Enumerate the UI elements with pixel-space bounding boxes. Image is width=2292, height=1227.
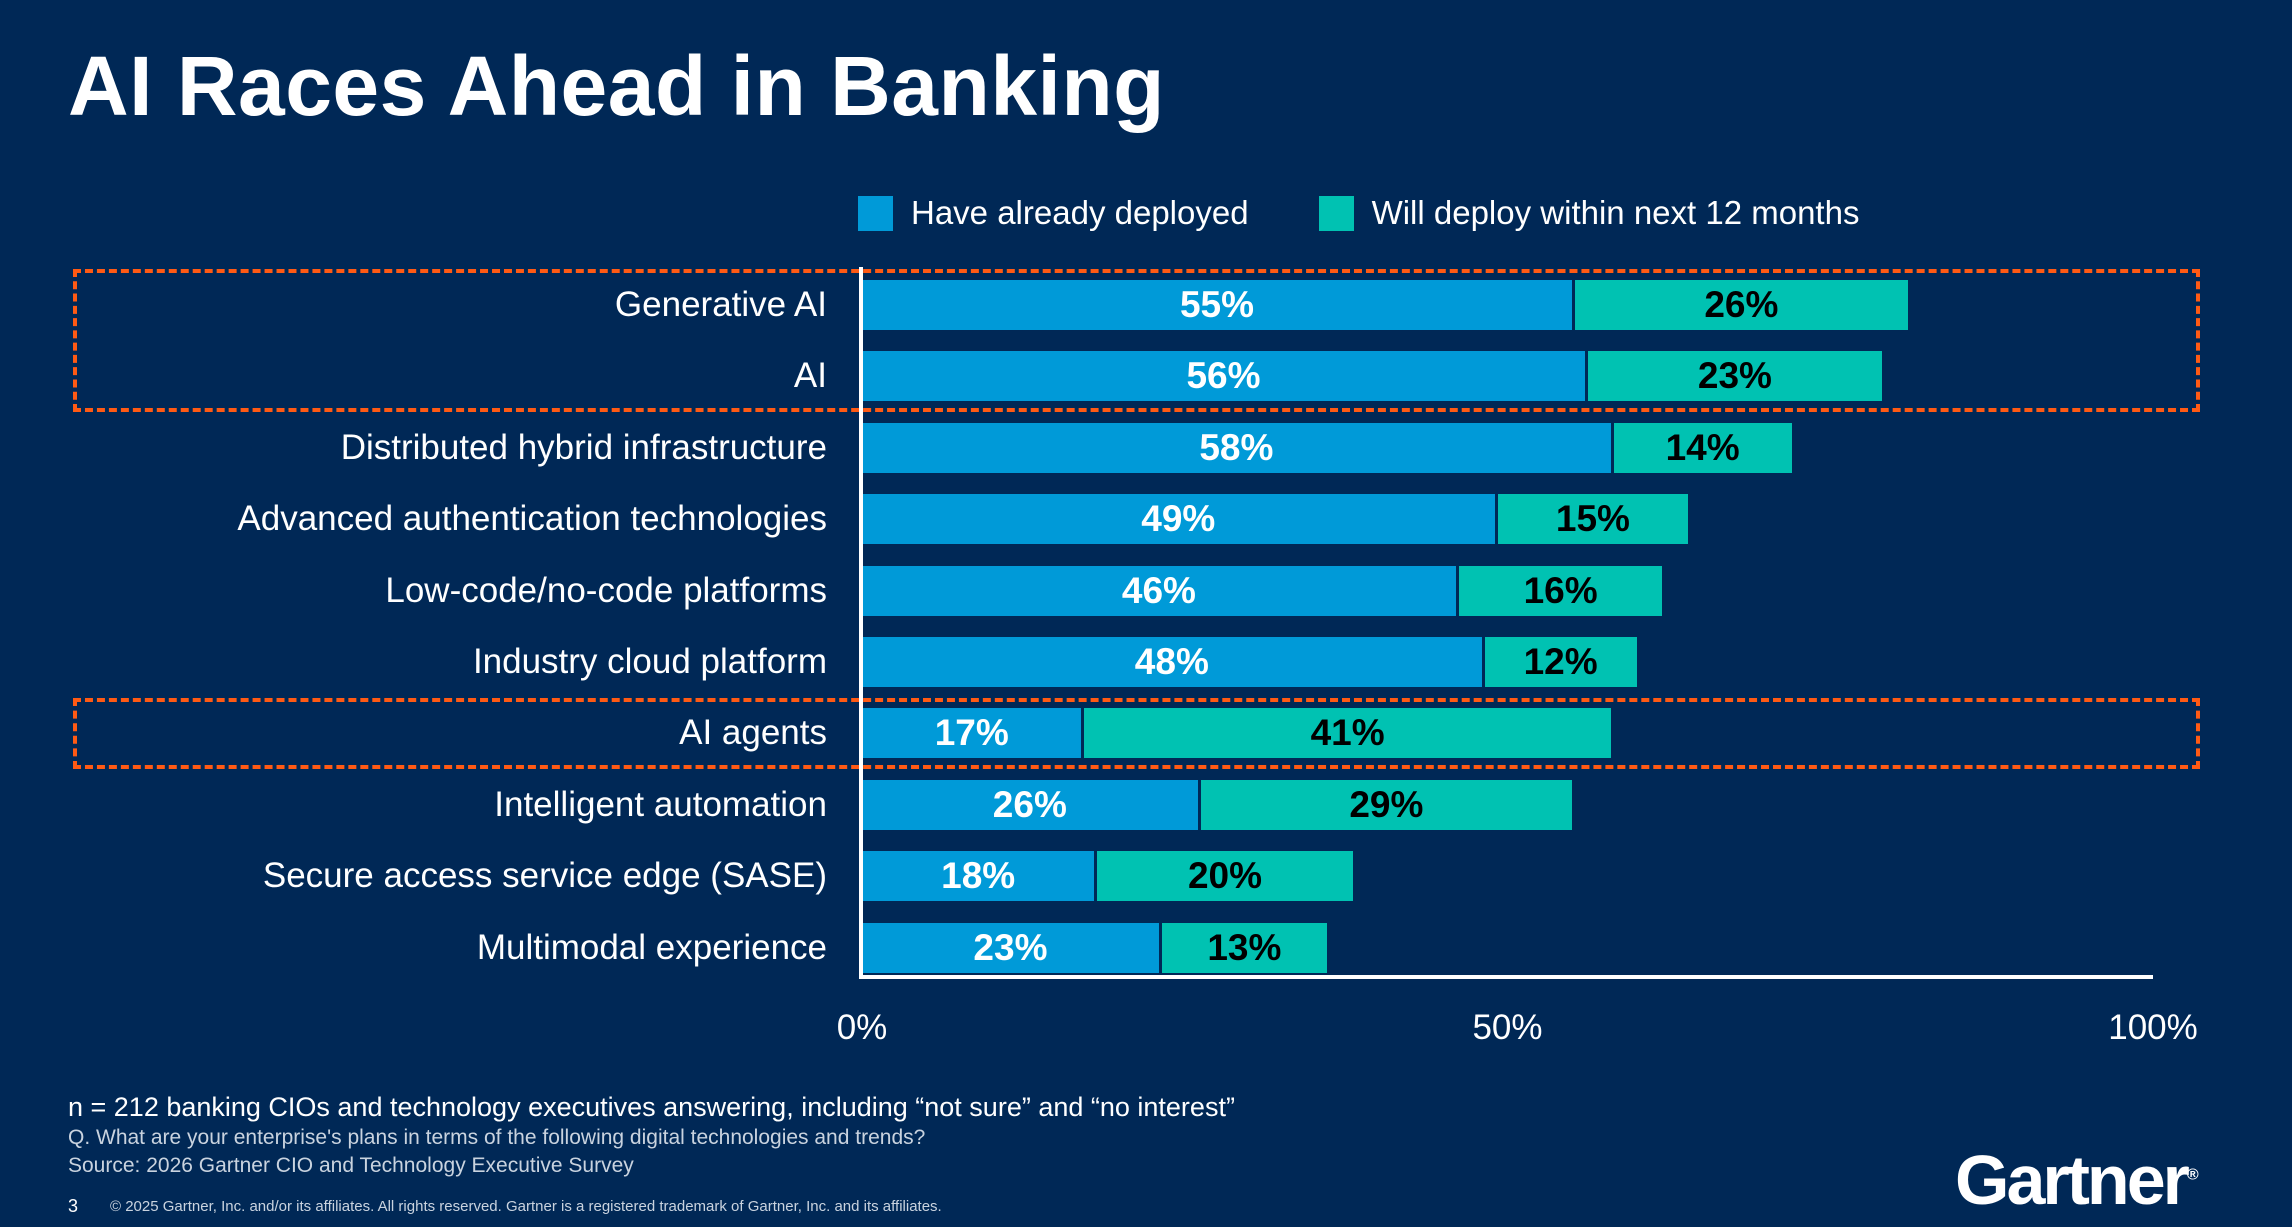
data-label: 41% — [1310, 712, 1385, 754]
bar-deployed — [862, 494, 1495, 545]
x-axis-line — [859, 975, 2153, 979]
legend-swatch-deployed — [858, 195, 893, 231]
data-label: 14% — [1665, 426, 1740, 468]
data-label: 20% — [1187, 855, 1262, 897]
bar-will-deploy — [1575, 280, 1908, 330]
data-label: 17% — [934, 712, 1009, 754]
category-label: Advanced authentication technologies — [237, 499, 827, 539]
bar-deployed — [862, 565, 1456, 616]
legend-item-will-deploy: Will deploy within next 12 months — [1318, 194, 1860, 232]
data-label: 29% — [1349, 783, 1424, 825]
data-label: 23% — [1697, 355, 1772, 397]
data-label: 58% — [1199, 426, 1274, 468]
bar-will-deploy — [1587, 351, 1882, 402]
category-label: Intelligent automation — [494, 784, 827, 824]
data-label: 56% — [1186, 355, 1261, 397]
category-label: AI agents — [679, 713, 827, 753]
copyright: © 2025 Gartner, Inc. and/or its affiliat… — [110, 1198, 942, 1215]
bar-will-deploy — [1613, 422, 1792, 473]
y-axis-line — [859, 267, 863, 979]
category-label: AI — [793, 356, 827, 396]
legend-label: Will deploy within next 12 months — [1371, 194, 1860, 231]
data-label: 12% — [1523, 641, 1598, 682]
legend-label: Have already deployed — [911, 194, 1249, 231]
bar-deployed — [862, 851, 1095, 902]
page-number: 3 — [68, 1196, 79, 1216]
data-label: 15% — [1555, 498, 1630, 540]
category-label: Industry cloud platform — [472, 642, 827, 681]
data-label: 26% — [992, 783, 1067, 825]
bar-deployed — [862, 637, 1482, 687]
bar-will-deploy — [1161, 922, 1327, 973]
category-label: Multimodal experience — [476, 927, 827, 967]
legend-swatch-will-deploy — [1318, 195, 1354, 231]
bar-will-deploy — [1484, 637, 1637, 687]
data-label: 13% — [1207, 926, 1282, 968]
bar-deployed — [862, 351, 1585, 402]
data-label: 49% — [1141, 498, 1216, 540]
x-tick-label: 50% — [1472, 1008, 1543, 1047]
legend-item-deployed: Have already deployed — [858, 194, 1249, 232]
data-label: 18% — [941, 855, 1016, 897]
bar-will-deploy — [1084, 708, 1611, 759]
sample-note: n = 212 banking CIOs and technology exec… — [68, 1092, 1235, 1122]
slide-title: AI Races Ahead in Banking — [68, 39, 1165, 133]
bar-deployed — [862, 422, 1611, 473]
bar-deployed — [862, 280, 1573, 330]
highlight-box — [73, 697, 2200, 770]
bar-will-deploy — [1458, 565, 1663, 616]
data-label: 55% — [1179, 284, 1255, 325]
x-tick-label: 100% — [2108, 1008, 2198, 1047]
data-label: 46% — [1121, 569, 1196, 611]
data-label: 26% — [1704, 284, 1779, 325]
chart-legend: Have already deployed Will deploy within… — [858, 194, 1929, 232]
source-note: Source: 2026 Gartner CIO and Technology … — [68, 1154, 634, 1177]
data-label: 16% — [1523, 569, 1598, 611]
x-tick-label: 0% — [836, 1008, 888, 1047]
category-label: Low-code/no-code platforms — [385, 570, 827, 610]
highlight-box — [73, 269, 2200, 413]
bar-deployed — [862, 922, 1159, 973]
category-label: Secure access service edge (SASE) — [262, 856, 827, 896]
bar-will-deploy — [1097, 851, 1353, 902]
gartner-logo: Gartner® — [1955, 1141, 2199, 1219]
bar-deployed — [862, 708, 1082, 759]
bar-deployed — [862, 779, 1198, 830]
bar-will-deploy — [1497, 494, 1689, 545]
category-label: Distributed hybrid infrastructure — [340, 427, 827, 467]
data-label: 23% — [973, 926, 1048, 968]
category-label: Generative AI — [614, 285, 827, 324]
question-note: Q. What are your enterprise's plans in t… — [68, 1126, 926, 1149]
bar-will-deploy — [1200, 779, 1573, 830]
data-label: 48% — [1134, 641, 1209, 682]
